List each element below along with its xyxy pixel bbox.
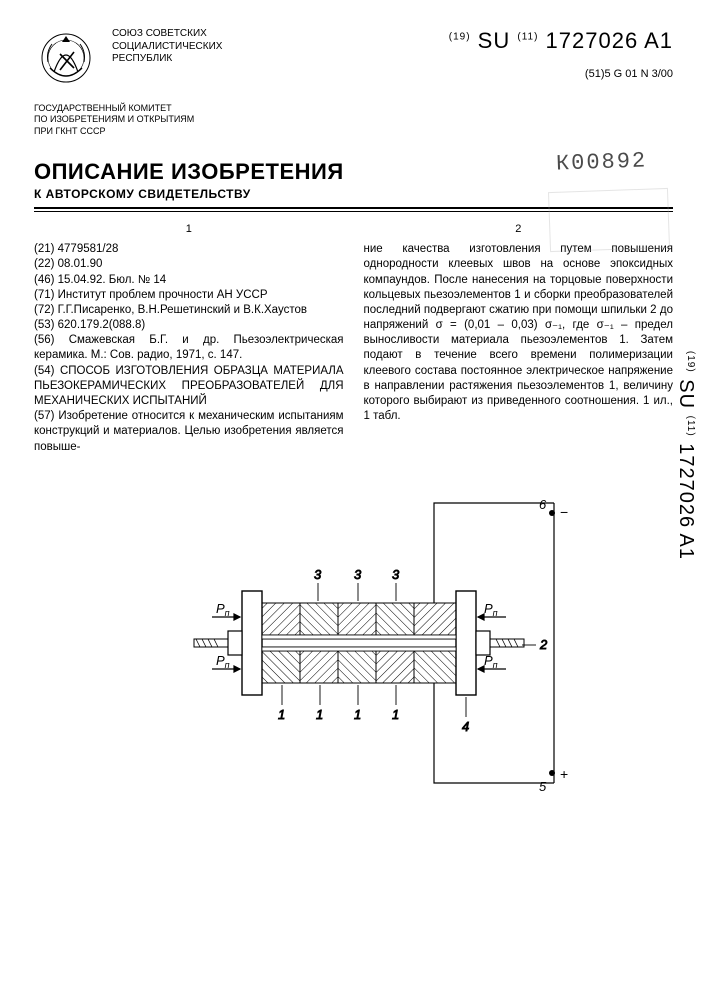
svg-text:1: 1 [316,707,323,722]
svg-text:+: + [560,766,568,782]
stack-top [262,603,456,635]
svg-text:3: 3 [354,567,362,582]
svg-text:1: 1 [354,707,361,722]
committee-line: ПО ИЗОБРЕТЕНИЯМ И ОТКРЫТИЯМ [34,114,673,125]
committee-line: ПРИ ГКНТ СССР [34,126,673,137]
stack-bottom [262,651,456,683]
class-prefix: (51)5 [585,68,611,80]
svg-text:4: 4 [462,719,469,734]
figure: 6 − 5 + [34,473,673,818]
abstract-columns: 1 (21) 4779581/28 (22) 08.01.90 (46) 15.… [34,222,673,455]
org-line: СОЦИАЛИСТИЧЕСКИХ [112,41,435,54]
org-name: СОЮЗ СОВЕТСКИХ СОЦИАЛИСТИЧЕСКИХ РЕСПУБЛИ… [112,28,435,66]
svg-text:1: 1 [392,707,399,722]
committee-line: ГОСУДАРСТВЕННЫЙ КОМИТЕТ [34,103,673,114]
registration-stamp: К00892 [555,148,647,176]
svg-text:2: 2 [539,637,548,652]
fig-ref-5: 5 [539,779,547,794]
org-line: СОЮЗ СОВЕТСКИХ [112,28,435,41]
svg-text:3: 3 [314,567,322,582]
column-2: 2 ние качества изготовления путем повыше… [364,222,674,455]
doc-number: 1727026 A1 [546,28,673,53]
svg-text:Pп: Pп [216,601,230,618]
doc-num-prefix: (11) [517,32,538,43]
fig-ref-6: 6 [539,497,547,512]
svg-text:−: − [560,504,568,520]
side-doc-id: (19) SU (11) 1727026 A1 [674,351,697,560]
stamp-box [548,188,670,252]
column-1: 1 (21) 4779581/28 (22) 08.01.90 (46) 15.… [34,222,344,455]
document-id: (19) SU (11) 1727026 A1 (51)5 G 01 N 3/0… [449,28,673,80]
ussr-emblem [34,28,98,97]
doc-country: SU [478,28,511,53]
doc-prefix: (19) [449,32,471,43]
header-row: СОЮЗ СОВЕТСКИХ СОЦИАЛИСТИЧЕСКИХ РЕСПУБЛИ… [34,28,673,97]
svg-text:Pп: Pп [484,601,498,618]
svg-text:1: 1 [278,707,285,722]
col2-text: ние качества изготовления путем повышени… [364,242,674,424]
svg-text:3: 3 [392,567,400,582]
col1-text: (21) 4779581/28 (22) 08.01.90 (46) 15.04… [34,242,344,454]
col-num-1: 1 [34,222,344,237]
class-code: G 01 N 3/00 [614,68,673,80]
svg-text:Pп: Pп [484,653,498,670]
org-line: РЕСПУБЛИК [112,53,435,66]
committee-block: ГОСУДАРСТВЕННЫЙ КОМИТЕТ ПО ИЗОБРЕТЕНИЯМ … [34,103,673,137]
